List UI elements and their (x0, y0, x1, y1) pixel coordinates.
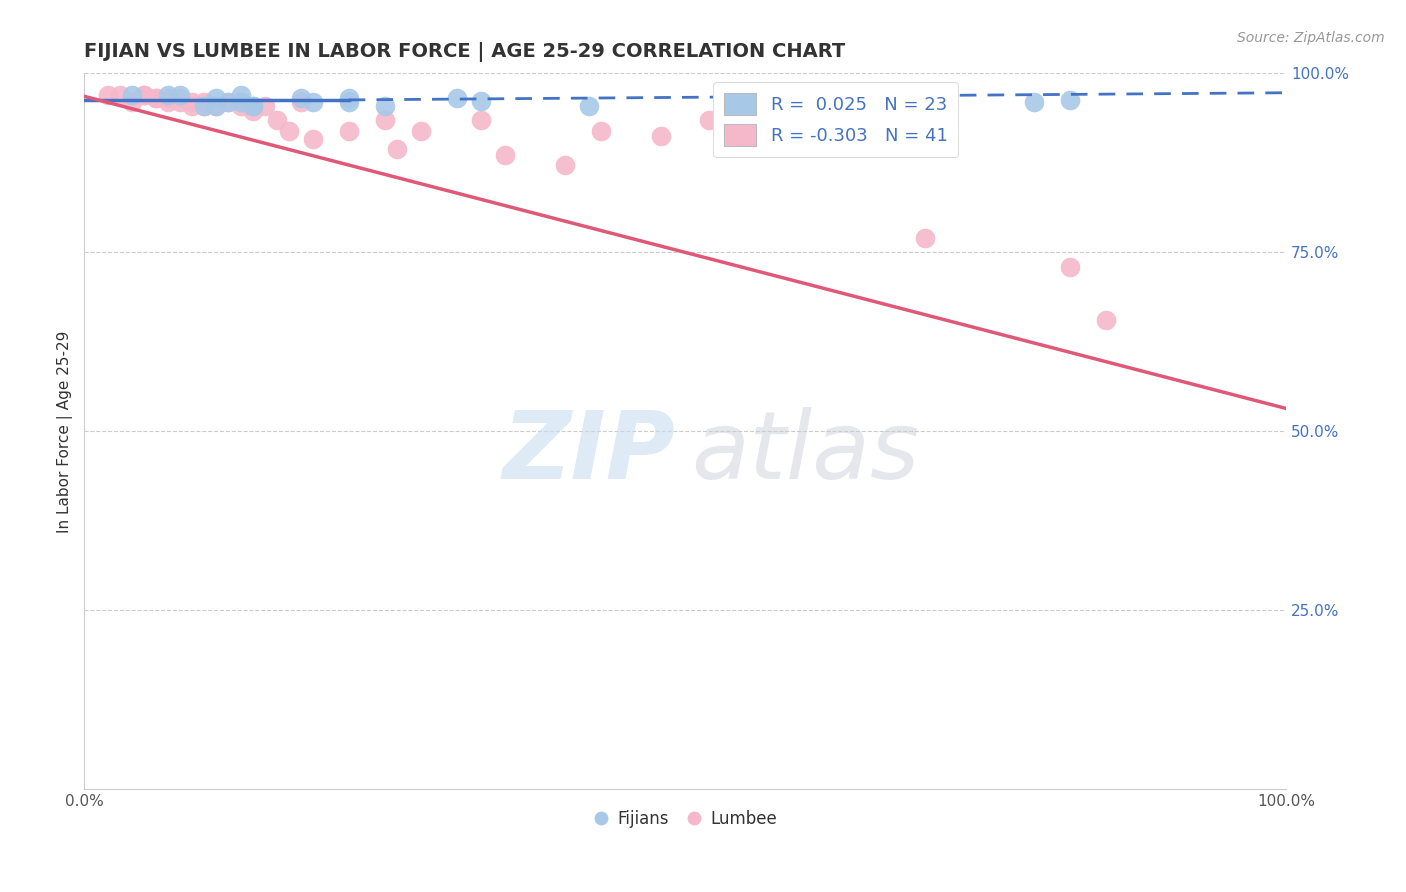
Point (134, 87, 156, 102)
Point (301, 95, 323, 109)
Text: ZIP: ZIP (502, 407, 675, 499)
Point (914, 231, 936, 245)
Point (229, 87, 252, 102)
Point (253, 98, 276, 112)
Legend: Fijians, Lumbee: Fijians, Lumbee (586, 803, 785, 835)
Point (337, 91, 360, 105)
Point (218, 95, 240, 109)
Point (157, 87, 180, 102)
Point (1094, 313, 1116, 327)
Point (1059, 93, 1081, 107)
Point (337, 124, 360, 138)
Point (193, 95, 215, 109)
Point (770, 93, 793, 107)
Point (301, 132, 323, 146)
Point (242, 98, 264, 112)
Point (470, 112, 492, 127)
Point (554, 158, 576, 172)
Point (794, 98, 817, 112)
Point (157, 95, 180, 109)
Point (229, 95, 252, 109)
Point (205, 98, 228, 112)
Point (374, 112, 396, 127)
Point (145, 91, 167, 105)
Point (1022, 95, 1045, 109)
Point (290, 95, 312, 109)
Point (121, 87, 143, 102)
Text: FIJIAN VS LUMBEE IN LABOR FORCE | AGE 25-29 CORRELATION CHART: FIJIAN VS LUMBEE IN LABOR FORCE | AGE 25… (84, 42, 845, 62)
Point (290, 91, 312, 105)
Point (758, 98, 780, 112)
Point (134, 87, 156, 102)
Point (205, 91, 228, 105)
Point (374, 98, 396, 112)
Point (229, 98, 252, 112)
Point (409, 124, 432, 138)
Point (853, 93, 876, 107)
Point (1059, 260, 1081, 274)
Point (470, 94, 492, 108)
Point (193, 98, 215, 112)
Point (242, 103, 264, 118)
Point (145, 91, 167, 105)
Point (697, 112, 720, 127)
Point (157, 91, 180, 105)
Point (229, 95, 252, 109)
Point (277, 124, 299, 138)
Point (181, 98, 204, 112)
Point (650, 129, 672, 144)
Point (193, 98, 215, 112)
Point (121, 95, 143, 109)
Point (157, 91, 180, 105)
Point (181, 95, 204, 109)
Point (242, 98, 264, 112)
Y-axis label: In Labor Force | Age 25-29: In Labor Force | Age 25-29 (58, 330, 73, 533)
Text: Source: ZipAtlas.com: Source: ZipAtlas.com (1237, 31, 1385, 45)
Point (169, 91, 191, 105)
Point (218, 95, 240, 109)
Point (266, 112, 288, 127)
Point (169, 87, 191, 102)
Point (578, 98, 600, 112)
Point (337, 95, 360, 109)
Text: atlas: atlas (692, 408, 920, 499)
Point (169, 95, 191, 109)
Point (446, 91, 468, 105)
Point (494, 148, 516, 162)
Point (97, 87, 120, 102)
Point (205, 98, 228, 112)
Point (589, 124, 612, 138)
Point (385, 142, 408, 156)
Point (110, 87, 132, 102)
